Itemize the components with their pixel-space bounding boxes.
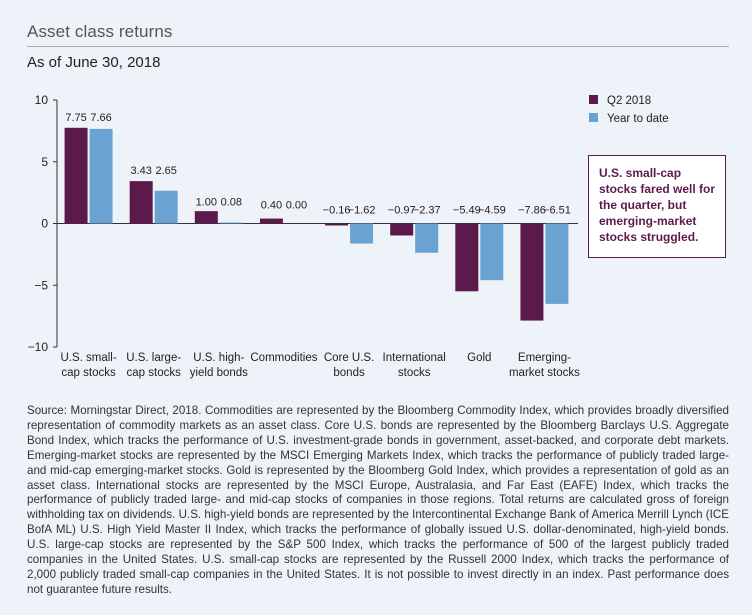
legend-label-q2: Q2 2018 (607, 95, 651, 107)
data-label-q2-7: −7.86 (518, 205, 546, 217)
data-label-ytd-1: 2.65 (155, 165, 176, 177)
category-label-5: stocks (398, 367, 431, 379)
data-label-ytd-3: 0.00 (286, 200, 307, 212)
bar-ytd-5 (415, 223, 439, 253)
data-label-q2-2: 1.00 (196, 197, 217, 209)
data-label-ytd-7: −6.51 (543, 205, 571, 217)
bar-q2-2 (194, 211, 218, 224)
category-label-0: U.S. small- (60, 352, 116, 364)
category-label-2: yield bonds (190, 367, 248, 379)
data-label-q2-4: −0.16 (323, 205, 351, 217)
data-label-q2-0: 7.75 (65, 112, 86, 124)
callout-box: U.S. small-cap stocks fared well for the… (588, 155, 726, 258)
legend-swatch-ytd (589, 113, 598, 122)
y-tick-label: 5 (41, 155, 48, 169)
category-label-7: Emerging- (518, 352, 571, 364)
chart-subtitle: As of June 30, 2018 (27, 54, 161, 71)
category-label-0: cap stocks (61, 367, 116, 379)
category-label-4: Core U.S. (324, 352, 375, 364)
chart-title: Asset class returns (27, 22, 173, 41)
data-label-ytd-4: −1.62 (348, 205, 376, 217)
data-label-q2-5: −0.97 (388, 205, 416, 217)
bar-q2-3 (259, 218, 283, 224)
category-label-1: cap stocks (127, 367, 182, 379)
bar-ytd-1 (154, 190, 178, 224)
bar-q2-4 (325, 223, 349, 226)
bar-q2-0 (64, 127, 88, 224)
data-label-ytd-6: −4.59 (478, 205, 506, 217)
bar-ytd-2 (219, 222, 243, 224)
bar-q2-1 (129, 181, 153, 224)
y-tick-label: 10 (35, 93, 49, 107)
category-label-2: U.S. high- (193, 352, 244, 364)
y-tick-label: 0 (41, 217, 48, 231)
data-label-q2-1: 3.43 (130, 165, 151, 177)
title-divider (27, 46, 729, 47)
legend-label-ytd: Year to date (607, 113, 669, 125)
bar-ytd-7 (545, 223, 569, 304)
category-label-4: bonds (333, 367, 365, 379)
category-label-1: U.S. large- (126, 352, 181, 364)
category-label-3: Commodities (250, 352, 317, 364)
data-label-ytd-2: 0.08 (221, 197, 242, 209)
bar-ytd-4 (350, 223, 374, 244)
bar-ytd-6 (480, 223, 504, 281)
legend-swatch-q2 (589, 95, 598, 104)
category-label-5: International (383, 352, 446, 364)
category-label-7: market stocks (509, 367, 580, 379)
bar-ytd-0 (89, 128, 113, 224)
bar-chart: 10 5 0 −5 −10 7.75 7.66 U.S. small-cap stocks 3.… (28, 93, 669, 379)
data-label-ytd-0: 7.66 (90, 112, 111, 124)
data-label-ytd-5: −2.37 (413, 205, 441, 217)
bar-q2-5 (390, 223, 414, 236)
data-label-q2-3: 0.40 (261, 200, 282, 212)
data-label-q2-6: −5.49 (453, 205, 481, 217)
bar-q2-6 (455, 223, 479, 292)
source-note: Source: Morningstar Direct, 2018. Commod… (27, 404, 729, 596)
y-tick-label: −10 (28, 340, 49, 354)
bar-q2-7 (520, 223, 544, 321)
category-label-6: Gold (467, 352, 491, 364)
y-tick-label: −5 (34, 278, 48, 292)
